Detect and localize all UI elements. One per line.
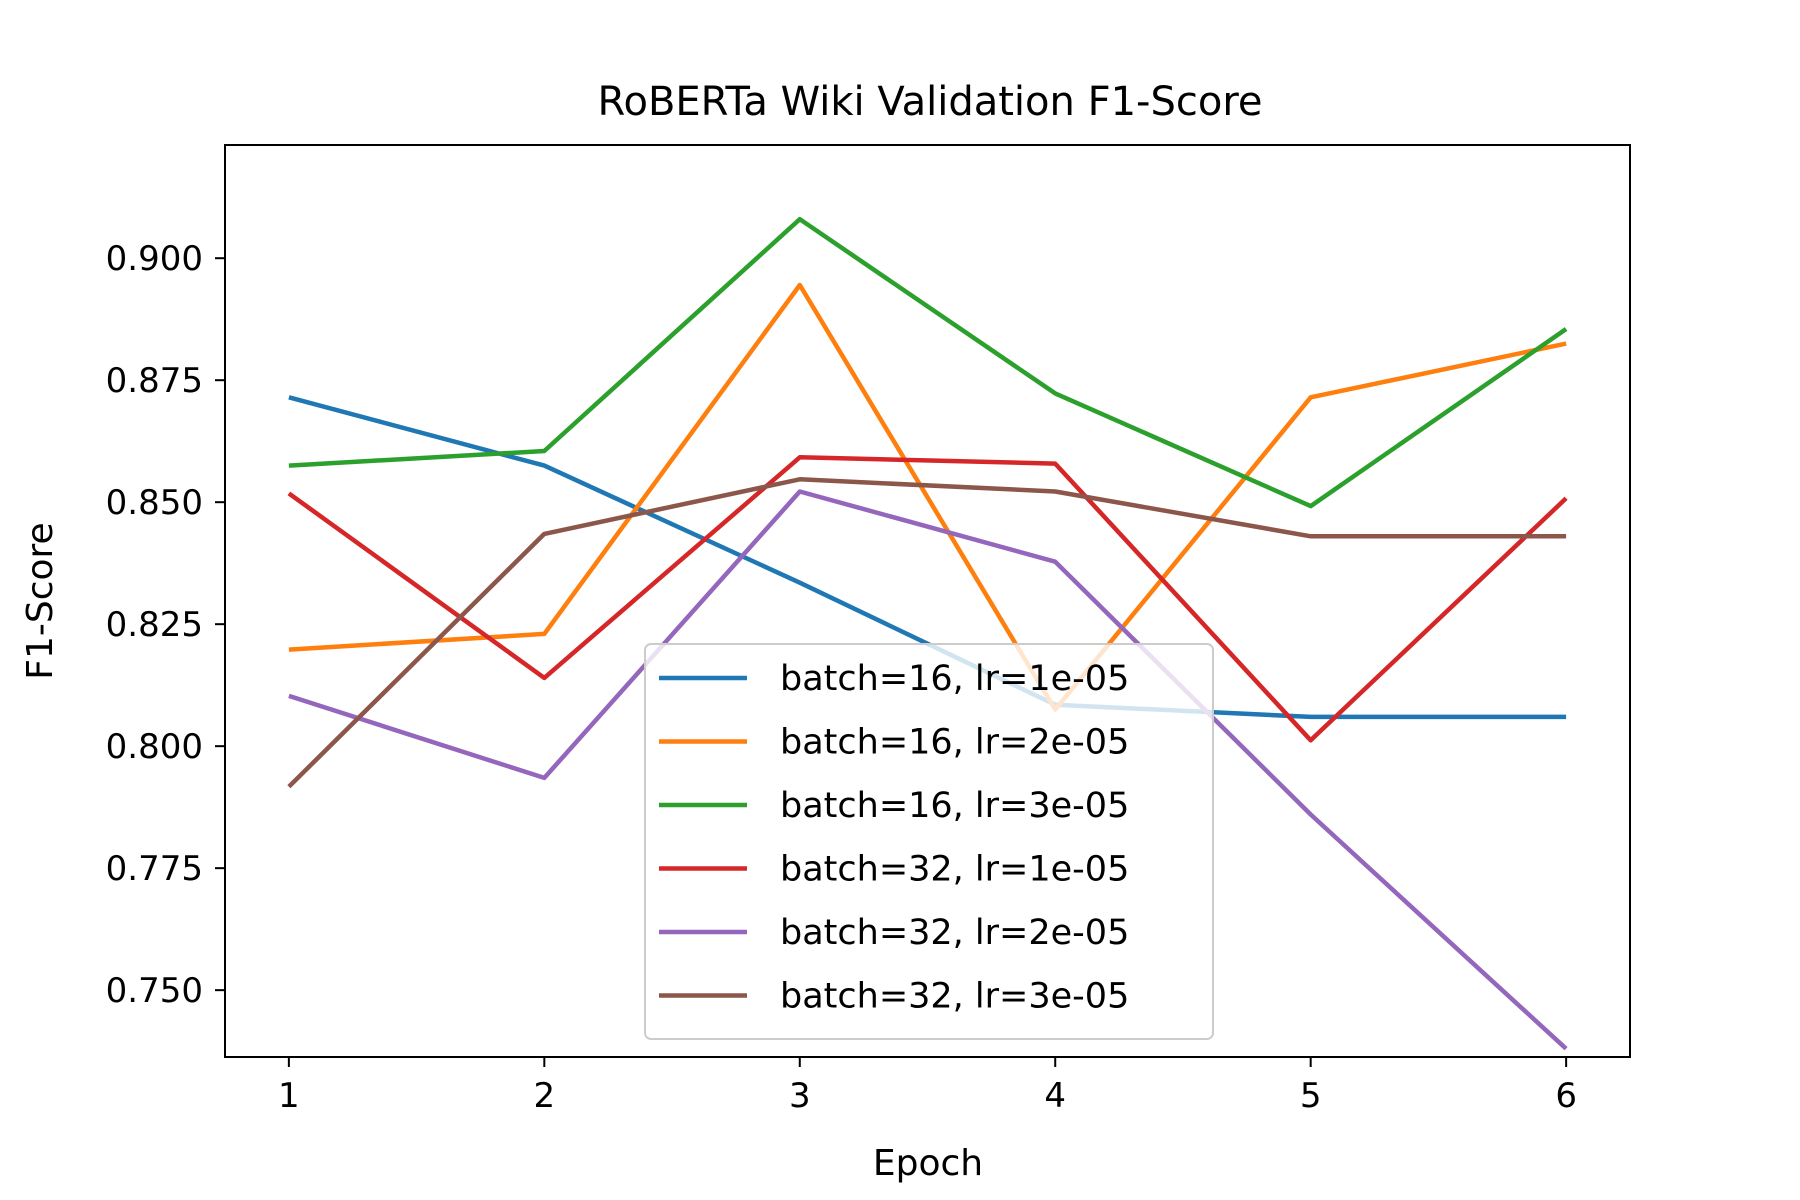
axes-frame xyxy=(224,144,1631,1058)
series-line-6 xyxy=(287,477,1567,789)
y-tick-label: 0.875 xyxy=(106,361,203,401)
series-line-5 xyxy=(288,489,1568,1051)
legend-label: batch=16, lr=1e-05 xyxy=(780,659,1129,699)
x-tick-label: 6 xyxy=(1555,1076,1577,1116)
series-line-2 xyxy=(288,282,1567,712)
y-tick-label: 0.750 xyxy=(106,971,203,1011)
legend: batch=16, lr=1e-05 batch=16, lr=2e-05 batc… xyxy=(644,643,1214,1040)
legend-label: batch=16, lr=3e-05 xyxy=(780,786,1129,826)
legend-label: batch=32, lr=2e-05 xyxy=(780,913,1129,953)
legend-label: batch=16, lr=2e-05 xyxy=(780,723,1129,763)
x-tick-label: 4 xyxy=(1044,1076,1066,1116)
chart-title: RoBERTa Wiki Validation F1-Score xyxy=(597,79,1262,125)
x-tick-label: 1 xyxy=(278,1076,300,1116)
y-tick-label: 0.775 xyxy=(106,849,203,889)
series-line-4 xyxy=(287,455,1568,743)
legend-label: batch=32, lr=1e-05 xyxy=(780,850,1129,890)
y-tick-label: 0.825 xyxy=(106,605,203,645)
plot-area xyxy=(287,216,1568,1051)
legend-box xyxy=(644,643,1214,1040)
y-axis-label: F1-Score xyxy=(20,522,61,679)
x-tick-label: 2 xyxy=(533,1076,555,1116)
x-tick-label: 5 xyxy=(1300,1076,1322,1116)
x-tick-label: 3 xyxy=(789,1076,811,1116)
y-tick-label: 0.800 xyxy=(106,727,203,767)
y-tick-label: 0.850 xyxy=(106,483,203,523)
legend-label: batch=32, lr=3e-05 xyxy=(780,977,1129,1017)
series-line-3 xyxy=(288,216,1568,509)
axis-ticks: 1 2 3 4 5 6 0.750 0.775 0.800 0.825 0.850 0.875 0.90… xyxy=(106,239,1577,1116)
x-axis-label: Epoch xyxy=(873,1143,983,1184)
y-tick-label: 0.900 xyxy=(106,239,203,279)
